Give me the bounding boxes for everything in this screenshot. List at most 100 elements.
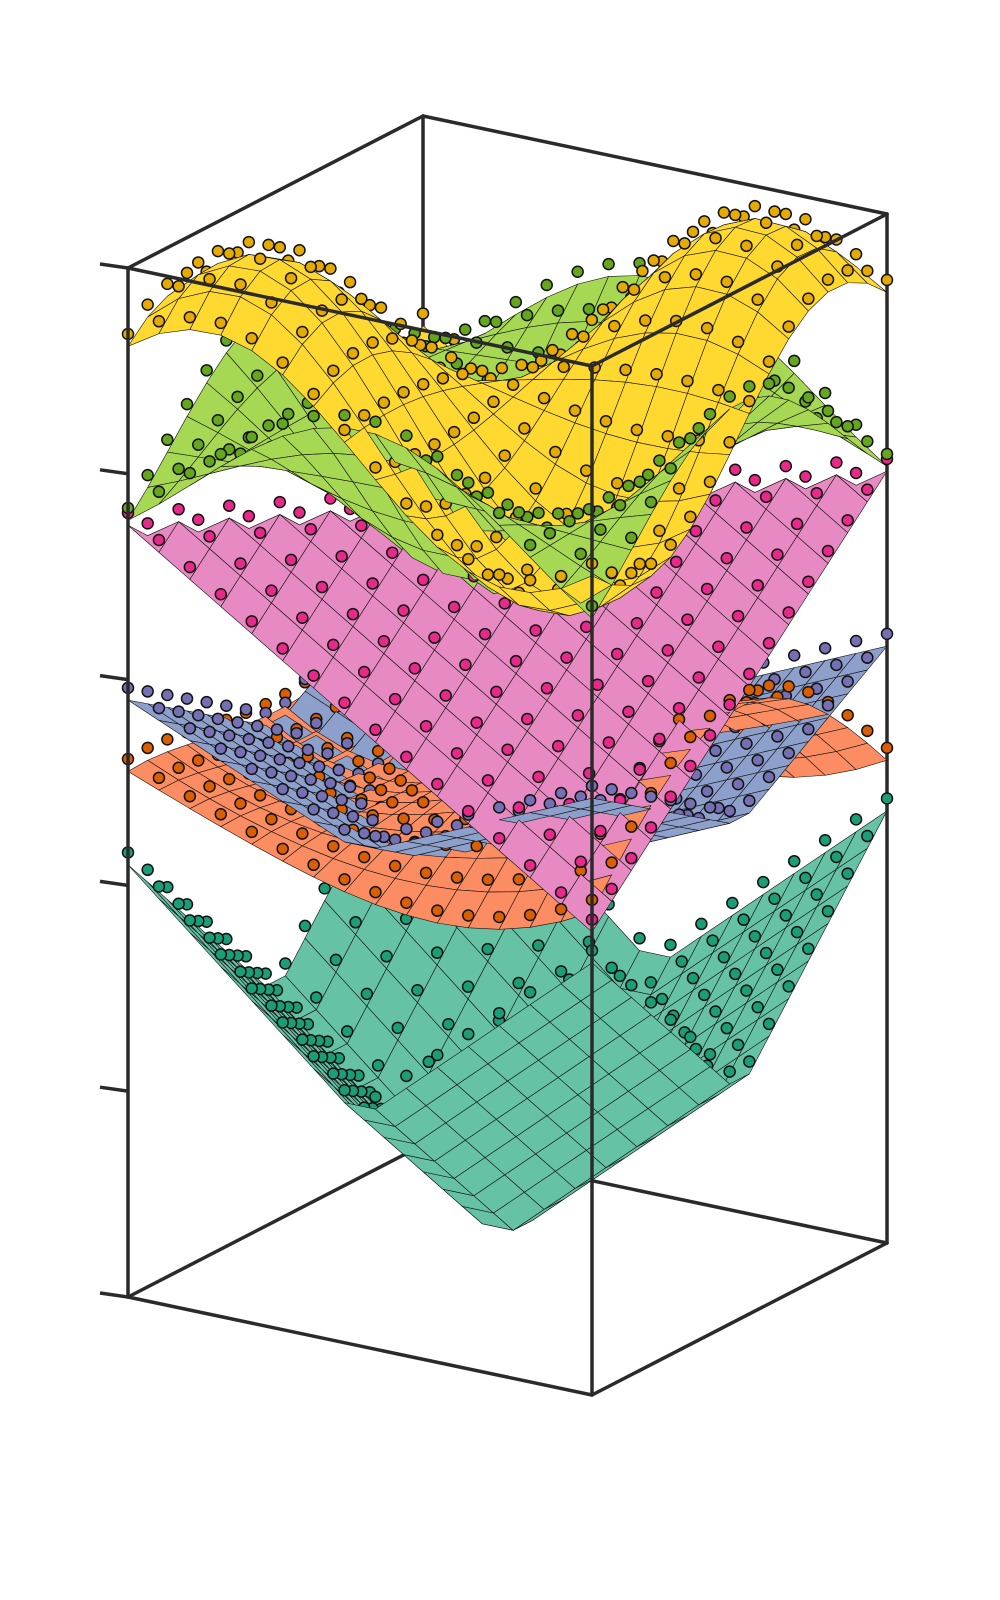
data-point-marker — [543, 828, 557, 841]
data-point-marker — [523, 986, 537, 999]
data-point-marker — [678, 237, 691, 250]
data-point-marker — [771, 963, 784, 976]
data-point-marker — [523, 793, 537, 807]
data-point-marker — [712, 640, 725, 654]
data-point-marker — [554, 786, 568, 800]
data-point-marker — [605, 961, 618, 975]
data-point-marker — [253, 749, 267, 763]
data-point-marker — [329, 953, 343, 967]
data-point-marker — [684, 510, 697, 524]
box-edge — [590, 212, 889, 368]
data-point-marker — [563, 514, 576, 528]
data-point-marker — [821, 404, 835, 418]
data-point-marker — [400, 822, 413, 836]
surface-face — [560, 873, 613, 933]
data-point-marker — [720, 1021, 734, 1035]
data-point-marker — [625, 978, 638, 992]
data-point-marker — [521, 712, 534, 726]
data-point-marker — [214, 587, 228, 601]
data-point-marker — [439, 689, 452, 702]
data-point-marker — [400, 750, 413, 764]
data-point-marker — [397, 812, 410, 825]
data-point-marker — [335, 293, 348, 306]
data-point-marker — [475, 364, 489, 378]
data-point-marker — [352, 755, 365, 768]
data-point-marker — [293, 243, 306, 257]
data-point-marker — [540, 682, 554, 695]
data-point-marker — [324, 262, 337, 275]
data-point-marker — [605, 856, 618, 869]
data-point-marker — [779, 207, 793, 221]
z-tick — [99, 468, 129, 476]
data-point-marker — [594, 824, 607, 838]
data-point-marker — [512, 873, 526, 886]
data-point-marker — [661, 644, 675, 657]
data-point-marker — [684, 1030, 697, 1044]
data-point-marker — [644, 495, 658, 509]
data-point-marker — [498, 449, 511, 462]
z-tick — [99, 1291, 129, 1299]
data-point-marker — [492, 910, 506, 924]
data-point-marker — [242, 509, 256, 523]
data-point-marker — [841, 708, 854, 722]
data-point-marker — [478, 471, 492, 485]
data-point-marker — [709, 494, 722, 507]
data-point-marker — [731, 335, 745, 349]
data-point-marker — [740, 239, 753, 253]
data-point-marker — [506, 378, 520, 391]
data-point-marker — [462, 1027, 475, 1041]
z-tick — [99, 1085, 129, 1093]
data-point-marker — [400, 497, 413, 510]
data-point-marker — [478, 314, 492, 328]
data-point-marker — [641, 674, 655, 688]
data-point-marker — [338, 823, 351, 836]
data-point-marker — [821, 699, 835, 712]
data-point-marker — [419, 866, 433, 880]
data-point-marker — [253, 252, 267, 266]
data-point-marker — [625, 531, 638, 545]
data-point-marker — [251, 369, 264, 382]
data-point-marker — [192, 438, 205, 451]
data-point-marker — [664, 1013, 677, 1026]
data-point-marker — [684, 432, 697, 445]
data-point-marker — [377, 635, 391, 648]
data-point-marker — [307, 387, 320, 401]
data-point-marker — [214, 808, 228, 821]
data-point-marker — [489, 315, 503, 329]
data-point-marker — [183, 722, 197, 735]
data-point-marker — [346, 810, 360, 823]
data-point-marker — [762, 1017, 776, 1031]
data-point-marker — [447, 600, 461, 614]
data-point-marker — [644, 976, 658, 989]
data-point-marker — [748, 199, 762, 213]
data-point-marker — [830, 415, 843, 429]
data-point-marker — [782, 606, 795, 619]
data-point-marker — [220, 699, 233, 713]
data-point-marker — [810, 229, 823, 243]
data-point-marker — [265, 999, 278, 1012]
data-point-marker — [327, 638, 340, 652]
data-point-marker — [296, 786, 309, 799]
data-point-marker — [192, 256, 205, 269]
data-point-marker — [653, 454, 666, 467]
data-point-marker — [338, 408, 351, 422]
data-point-marker — [740, 984, 753, 997]
data-point-marker — [492, 832, 506, 845]
data-point-marker — [450, 747, 464, 760]
data-point-marker — [661, 430, 675, 443]
data-point-marker — [284, 769, 298, 783]
data-point-marker — [161, 433, 174, 447]
data-point-marker — [709, 1005, 722, 1018]
data-point-marker — [523, 573, 537, 587]
data-point-marker — [799, 212, 812, 226]
data-point-marker — [428, 438, 441, 451]
data-point-marker — [203, 530, 216, 543]
data-point-marker — [357, 409, 371, 422]
data-point-marker — [400, 896, 413, 909]
data-point-marker — [728, 967, 742, 981]
data-point-marker — [717, 950, 731, 964]
data-point-marker — [861, 651, 874, 664]
data-point-marker — [526, 361, 540, 374]
data-point-marker — [338, 873, 351, 886]
